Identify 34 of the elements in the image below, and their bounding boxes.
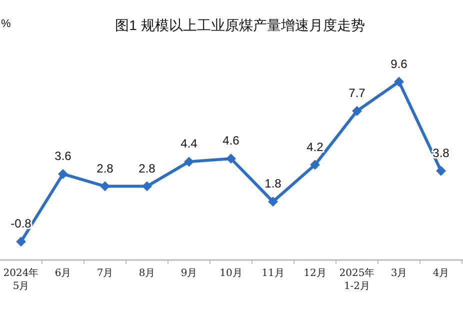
data-label: 9.6: [390, 56, 408, 71]
point: [226, 154, 236, 164]
point: [100, 181, 110, 192]
data-label: 2.8: [96, 161, 114, 176]
data-label: 3.6: [54, 148, 72, 163]
y-axis-title: %: [1, 18, 11, 30]
data-label: 1.8: [264, 176, 282, 191]
x-tick-label: 12月: [304, 268, 326, 279]
x-tick-label: 8月: [138, 268, 156, 279]
data-label: 4.4: [180, 136, 198, 151]
x-tick-label: 9月: [180, 268, 198, 279]
data-label: 4.2: [306, 140, 324, 154]
data-label: 2.8: [138, 161, 156, 176]
x-tick-label: 2025年 1-2月: [339, 267, 375, 292]
point: [142, 181, 152, 192]
x-tick-label: 2024年 5月: [3, 267, 39, 292]
x-tick-label: 10月: [220, 268, 242, 279]
point: [268, 196, 278, 207]
point: [310, 160, 320, 170]
point: [184, 156, 194, 167]
x-tick-label: 3月: [390, 268, 408, 279]
data-label: -0.8: [10, 216, 32, 231]
data-label: 7.7: [348, 86, 366, 100]
point: [16, 236, 26, 247]
point: [352, 106, 362, 116]
data-label: 4.6: [222, 134, 240, 148]
x-tick-label: 11月: [262, 268, 284, 279]
x-tick-label: 4月: [432, 268, 450, 279]
x-tick-label: 7月: [96, 268, 114, 279]
chart-title: 图1 规模以上工业原煤产量增速月度走势: [115, 17, 365, 33]
point: [58, 168, 68, 179]
point: [394, 76, 404, 87]
x-tick-label: 6月: [54, 268, 72, 279]
point: [436, 166, 446, 176]
